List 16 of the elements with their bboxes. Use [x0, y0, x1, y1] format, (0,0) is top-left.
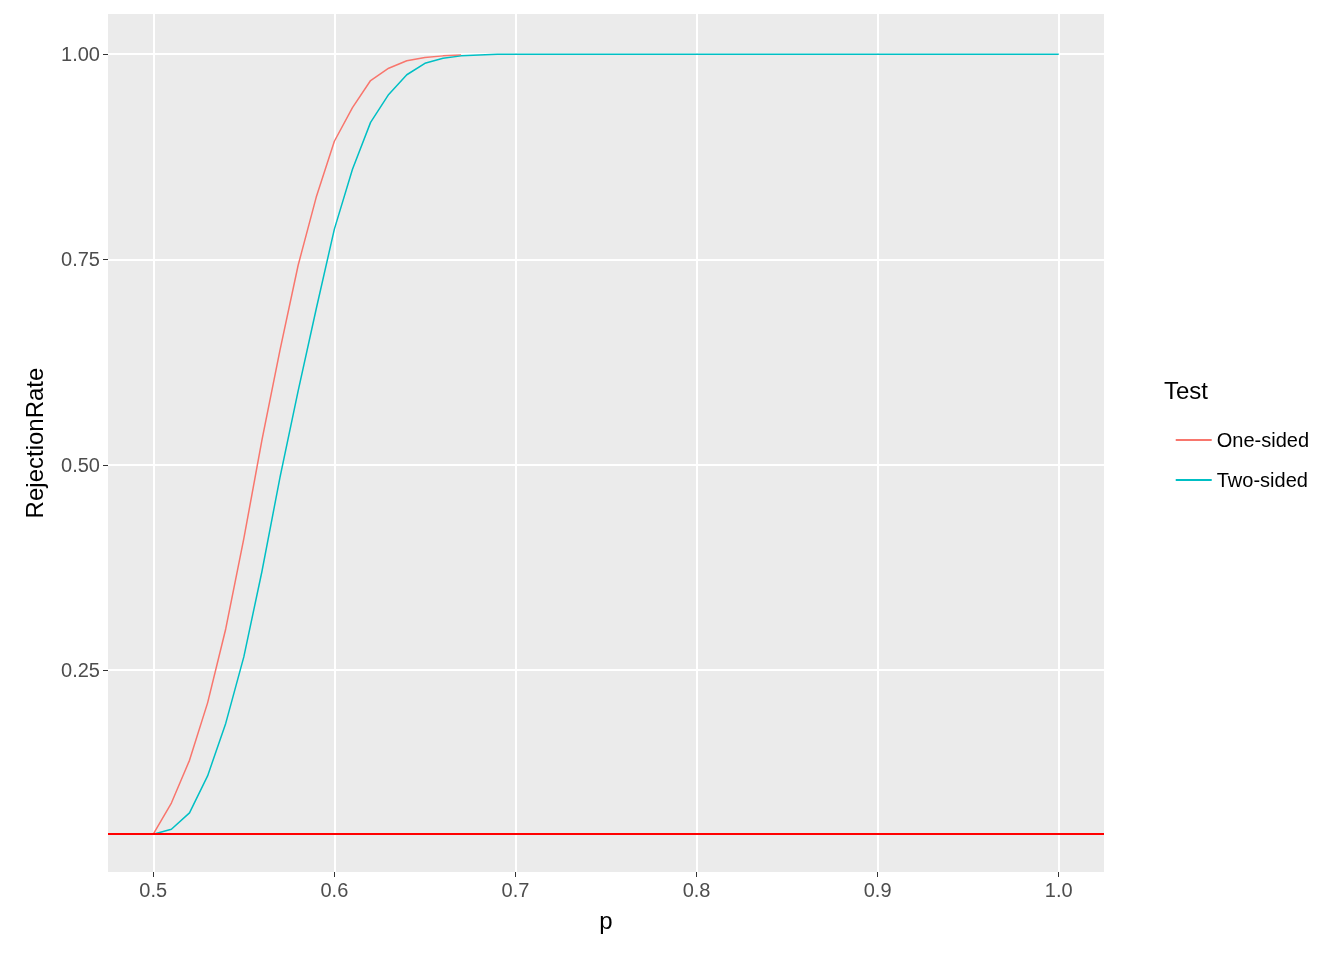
legend-title: Test [1163, 376, 1209, 404]
x-tick-label: 0.5 [139, 879, 168, 901]
line-series [152, 54, 462, 835]
y-tick-label: 0.75 [61, 248, 100, 271]
x-tick-label: 0.9 [863, 879, 892, 901]
legend-label: One-sided [1216, 429, 1310, 451]
x-tick-label: 0.8 [682, 879, 711, 901]
x-tick-label: 0.6 [320, 879, 349, 901]
x-tick-label: 1.0 [1044, 879, 1073, 901]
y-tick-label: 1.00 [61, 43, 100, 66]
y-tick-label: 0.50 [61, 453, 100, 476]
y-axis-title: RejectionRate [20, 367, 48, 519]
y-tick-label: 0.25 [61, 659, 100, 682]
x-axis-title: p [599, 906, 613, 934]
legend-label: Two-sided [1216, 469, 1308, 491]
x-tick-label: 0.7 [501, 879, 530, 901]
